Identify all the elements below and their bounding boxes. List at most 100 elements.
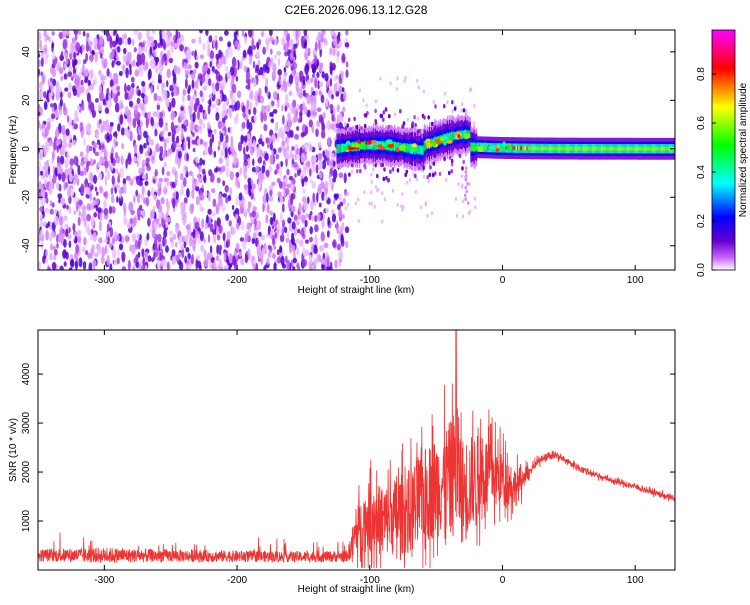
- heatmap-cell: [175, 172, 179, 181]
- heatmap-cell: [127, 155, 132, 165]
- heatmap-cell: [58, 215, 64, 226]
- heatmap-cell: [151, 187, 154, 197]
- heatmap-cell: [305, 239, 309, 244]
- heatmap-cell: [264, 152, 269, 161]
- heatmap-cell: [106, 87, 110, 95]
- heatmap-cell: [406, 180, 409, 185]
- heatmap-cell: [153, 50, 157, 57]
- heatmap-cell: [38, 142, 41, 148]
- heatmap-cell: [120, 155, 124, 166]
- heatmap-cell: [234, 40, 239, 48]
- heatmap-cell: [208, 78, 212, 87]
- heatmap-cell: [217, 145, 220, 151]
- heatmap-cell: [255, 262, 259, 270]
- heatmap-cell: [539, 146, 541, 151]
- heatmap-cell: [56, 155, 60, 165]
- heatmap-cell: [194, 80, 199, 89]
- heatmap-cell: [143, 142, 147, 149]
- heatmap-cell: [165, 34, 169, 46]
- heatmap-cell: [444, 91, 447, 96]
- heatmap-cell: [118, 70, 123, 77]
- heatmap-cell: [111, 40, 117, 48]
- heatmap-cell: [63, 215, 68, 222]
- heatmap-cell: [185, 78, 188, 90]
- heatmap-cell: [276, 51, 282, 56]
- heatmap-cell: [141, 163, 145, 175]
- heatmap-cell: [150, 209, 155, 219]
- heatmap-cell: [342, 145, 348, 152]
- heatmap-cell: [420, 145, 422, 155]
- heatmap-cell: [240, 258, 245, 266]
- heatmap-cell: [183, 120, 188, 126]
- heatmap-cell: [159, 37, 164, 47]
- heatmap-cell: [78, 199, 83, 206]
- heatmap-cell: [224, 30, 229, 36]
- heatmap-cell: [67, 168, 72, 175]
- heatmap-cell: [77, 216, 81, 226]
- heatmap-cell: [147, 135, 152, 144]
- heatmap-cell: [212, 233, 217, 244]
- chart-title: C2E6.2026.096.13.12.G28: [285, 3, 428, 17]
- colorbar-label: Normalized spectral amplitude: [738, 82, 749, 217]
- heatmap-cell: [94, 151, 100, 157]
- heatmap-cell: [140, 92, 145, 99]
- heatmap-cell: [163, 184, 167, 195]
- heatmap-cell: [222, 193, 227, 198]
- heatmap-cell: [292, 61, 298, 70]
- heatmap-cell: [223, 265, 227, 270]
- heatmap-cell: [222, 122, 225, 128]
- heatmap-cell: [72, 63, 75, 69]
- heatmap-cell: [464, 185, 467, 190]
- heatmap-cell: [88, 145, 93, 152]
- heatmap-cell: [284, 51, 288, 57]
- heatmap-cell: [252, 205, 257, 212]
- heatmap-cell: [458, 153, 462, 158]
- heatmap-cell: [248, 122, 253, 132]
- heatmap-cell: [225, 213, 230, 221]
- heatmap-cell: [275, 121, 279, 132]
- heatmap-cell: [209, 50, 215, 60]
- heatmap-cell: [194, 61, 199, 69]
- heatmap-cell: [395, 147, 400, 153]
- heatmap-cell: [627, 146, 629, 151]
- heatmap-cell: [469, 209, 472, 214]
- heatmap-cell: [244, 171, 247, 180]
- heatmap-cell: [39, 206, 44, 213]
- heatmap-cell: [242, 112, 246, 118]
- heatmap-cell: [121, 34, 125, 45]
- heatmap-cell: [354, 201, 358, 206]
- heatmap-cell: [225, 49, 230, 59]
- heatmap-cell: [296, 220, 300, 226]
- heatmap-cell: [332, 160, 336, 167]
- colorbar-tick-label: 0.2: [696, 214, 707, 228]
- heatmap-cell: [186, 51, 192, 62]
- heatmap-cell: [382, 117, 385, 123]
- heatmap-cell: [103, 191, 108, 198]
- heatmap-cell: [78, 257, 83, 268]
- heatmap-cell: [86, 186, 90, 196]
- heatmap-cell: [322, 37, 327, 43]
- heatmap-cell: [178, 235, 183, 246]
- heatmap-cell: [231, 95, 236, 106]
- heatmap-cell: [101, 57, 105, 66]
- heatmap-cell: [513, 146, 516, 150]
- heatmap-cell: [73, 178, 77, 186]
- heatmap-cell: [559, 146, 561, 151]
- heatmap-cell: [613, 146, 616, 151]
- heatmap-cell: [166, 150, 170, 158]
- heatmap-cell: [552, 146, 554, 151]
- heatmap-cell: [238, 192, 243, 202]
- heatmap-cell: [124, 235, 129, 243]
- heatmap-cell: [350, 169, 354, 174]
- heatmap-cell: [543, 146, 546, 151]
- heatmap-cell: [106, 255, 110, 266]
- heatmap-cell: [129, 217, 134, 225]
- heatmap-cell: [221, 110, 225, 119]
- heatmap-cell: [643, 146, 645, 151]
- heatmap-cell: [182, 88, 187, 96]
- heatmap-cell: [214, 220, 217, 229]
- heatmap-cell: [578, 146, 581, 151]
- heatmap-cell: [116, 85, 121, 92]
- heatmap-cell: [223, 56, 227, 65]
